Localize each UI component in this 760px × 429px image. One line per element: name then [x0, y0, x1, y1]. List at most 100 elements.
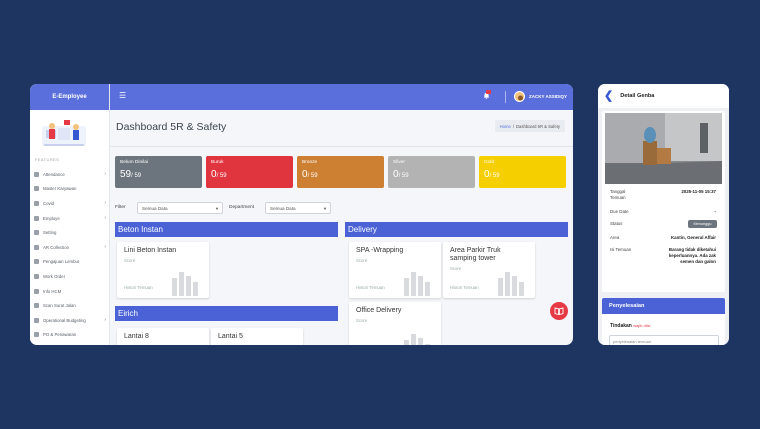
history-link[interactable]: Histori Temuan: [450, 285, 479, 290]
stat-card-silver[interactable]: Silver 0/ 59: [388, 156, 475, 188]
stat-card-count: 0: [484, 169, 490, 180]
sidebar-item-scan-surat-jalan[interactable]: Scan Surat Jalan: [34, 298, 106, 313]
location-name: SPA -Wrapping: [356, 247, 404, 254]
stat-card-total: / 59: [131, 173, 142, 179]
stat-card-belum-dinilai[interactable]: Belum Dinilai 59/ 59: [115, 156, 202, 188]
stat-card-value: 59/ 59: [120, 169, 197, 180]
dashboard-window: E-Employee FEATURES Attendance › Master Ka…: [30, 84, 573, 345]
gear-icon: [34, 230, 39, 236]
section-beton-instan: Beton Instan: [115, 222, 338, 237]
location-card[interactable]: Area Parkir Truk samping tower Score His…: [443, 242, 535, 298]
bar-chart-icon: [404, 272, 430, 296]
location-card[interactable]: Lantai 8: [117, 328, 209, 345]
shield-icon: [34, 200, 39, 206]
sidebar-item-ar-collection[interactable]: AR Collection ›: [34, 240, 106, 255]
filter-select-value: Semua Data: [142, 205, 168, 211]
stat-card-label: Buruk: [211, 160, 224, 165]
main-content: Dashboard 5R & Safety Home / Dashboard 5…: [110, 110, 573, 345]
info-icon: [34, 288, 39, 294]
stat-card-gold[interactable]: Gold 0/ 59: [479, 156, 566, 188]
detail-panel: ❮ Detail Genba Tanggal Temuan 2025-11-05…: [598, 84, 729, 345]
chevron-down-icon: ▼: [215, 205, 219, 211]
breadcrumb-current: Dashboard 5R & Safety: [516, 123, 560, 129]
sidebar-item-operational-budgeting[interactable]: Operational Budgeting ›: [34, 313, 106, 328]
stat-card-value: 0/ 59: [484, 169, 561, 180]
book-fab-button[interactable]: [550, 302, 568, 320]
sidebar-item-master-karyawan[interactable]: Master Karyawan: [34, 182, 106, 197]
score-label: Score: [124, 258, 136, 263]
filter-label: Filter: [115, 205, 126, 210]
stat-card-value: 0/ 59: [302, 169, 379, 180]
finding-photo[interactable]: [605, 113, 722, 184]
chevron-right-icon: ›: [104, 171, 106, 178]
penyelesaian-input[interactable]: penyelesaian temuan: [609, 335, 719, 345]
section-delivery: Delivery: [345, 222, 568, 237]
chevron-right-icon: ›: [104, 244, 106, 251]
book-icon: [554, 307, 564, 316]
sidebar-item-pengajuan-lembur[interactable]: Pengajuan Lembur: [34, 255, 106, 270]
stat-card-count: 0: [211, 169, 217, 180]
stat-card-total: / 59: [307, 173, 318, 179]
sidebar-item-label: Setting: [43, 230, 57, 236]
score-label: Score: [450, 266, 462, 271]
bar-chart-icon: [404, 334, 430, 345]
sidebar: E-Employee FEATURES Attendance › Master Ka…: [30, 84, 110, 345]
sidebar-item-po-penawaran[interactable]: PO & Penawaran: [34, 328, 106, 343]
score-label: Score: [356, 318, 368, 323]
chevron-right-icon: ›: [104, 200, 106, 207]
area-label: Area: [610, 235, 620, 240]
sidebar-item-label: Operational Budgeting: [43, 317, 86, 323]
history-link[interactable]: Histori Temuan: [124, 285, 153, 290]
status-badge: Menunggu: [688, 220, 717, 228]
brand-logo[interactable]: E-Employee: [30, 84, 109, 110]
stat-card-count: 0: [302, 169, 308, 180]
hamburger-menu-icon[interactable]: ☰: [119, 91, 127, 100]
section-title: Eirich: [115, 306, 338, 321]
sidebar-item-info-hcm[interactable]: Info HCM: [34, 284, 106, 299]
sidebar-item-label: Info HCM: [43, 288, 62, 294]
stat-card-total: / 59: [489, 173, 500, 179]
sidebar-item-setting[interactable]: Setting: [34, 225, 106, 240]
stat-card-count: 59: [120, 169, 132, 180]
isi-temuan-label: Isi Temuan: [610, 247, 632, 252]
location-card[interactable]: Lini Beton Instan Score Histori Temuan: [117, 242, 209, 298]
location-card[interactable]: SPA -Wrapping Score Histori Temuan: [349, 242, 441, 298]
avatar[interactable]: [514, 91, 525, 102]
location-card[interactable]: Office Delivery Score: [349, 302, 441, 345]
department-label: Department: [229, 205, 255, 210]
sidebar-item-work-order[interactable]: Work Order: [34, 269, 106, 284]
topbar: ☰ ZACKY ASSIDIQY: [110, 84, 573, 110]
bar-chart-icon: [172, 272, 198, 296]
sidebar-item-covid[interactable]: Covid ›: [34, 196, 106, 211]
history-link[interactable]: Histori Temuan: [356, 285, 385, 290]
chart-icon: [34, 244, 39, 250]
sidebar-item-label: AR Collection: [43, 244, 70, 250]
sidebar-item-employe[interactable]: Employe ›: [34, 211, 106, 226]
section-title: Delivery: [345, 222, 568, 237]
document-icon: [34, 332, 39, 338]
stat-card-bronze[interactable]: Bronze 0/ 59: [297, 156, 384, 188]
chevron-down-icon: ▼: [323, 205, 327, 211]
penyelesaian-card: Penyelesaian Tindakan wajib diisi penyel…: [602, 298, 725, 345]
tanggal-value: 2025-11-05 15:37: [681, 189, 716, 194]
department-select[interactable]: Semua Data ▼: [265, 202, 331, 214]
tanggal-label: Tanggal Temuan: [610, 189, 626, 200]
stat-card-label: Bronze: [302, 160, 318, 165]
notification-badge: [486, 90, 491, 94]
stat-card-total: / 59: [216, 173, 227, 179]
tindakan-label: Tindakan wajib diisi: [610, 323, 650, 329]
isi-temuan-value: Barang tidak diketahui keperluannya. Ada…: [668, 247, 716, 264]
user-name[interactable]: ZACKY ASSIDIQY: [529, 94, 568, 99]
sidebar-item-attendance[interactable]: Attendance ›: [34, 167, 106, 182]
department-select-value: Semua Data: [270, 205, 296, 211]
detail-title: Detail Genba: [620, 93, 655, 99]
due-date-label: Due Date: [610, 209, 629, 214]
workers-illustration: [42, 120, 86, 146]
stat-card-label: Gold: [484, 160, 495, 165]
breadcrumb-home-link[interactable]: Home: [499, 123, 511, 129]
back-arrow-icon[interactable]: ❮: [604, 89, 614, 102]
clock-icon: [34, 259, 39, 265]
filter-select[interactable]: Semua Data ▼: [137, 202, 223, 214]
stat-card-buruk[interactable]: Buruk 0/ 59: [206, 156, 293, 188]
location-card[interactable]: Lantai 5: [211, 328, 303, 345]
